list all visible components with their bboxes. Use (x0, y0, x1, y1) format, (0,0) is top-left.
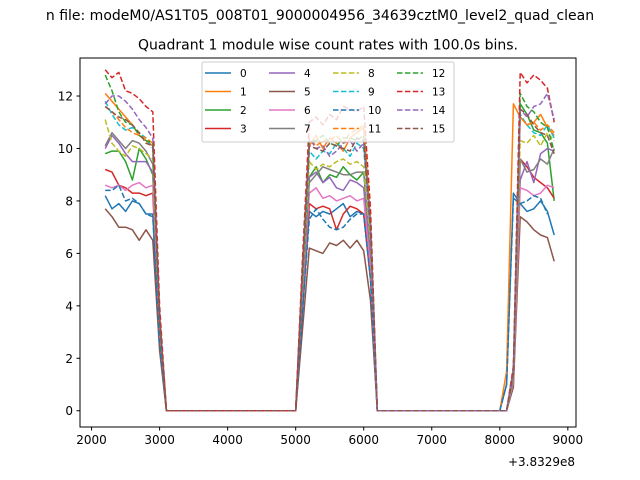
legend-label: 5 (304, 87, 311, 99)
legend-label: 7 (304, 124, 311, 136)
series-line-5 (104, 208, 555, 412)
figure-suptitle: n file: modeM0/AS1T05_008T01_9000004956_… (46, 8, 594, 24)
x-axis: 2000 3000 4000 5000 6000 7000 8000 9000 (76, 427, 583, 447)
y-tick-label: 0 (65, 404, 73, 418)
legend-label: 13 (432, 87, 445, 99)
y-tick-label: 4 (65, 299, 73, 313)
x-tick-label: 6000 (348, 433, 379, 447)
y-tick-label: 12 (58, 90, 73, 104)
legend-label: 8 (368, 68, 375, 80)
x-tick-label: 4000 (212, 433, 243, 447)
legend-label: 3 (240, 124, 247, 136)
x-tick-label: 9000 (553, 433, 584, 447)
x-tick-label: 2000 (76, 433, 107, 447)
y-tick-label: 2 (65, 352, 73, 366)
x-tick-label: 3000 (144, 433, 175, 447)
series-line-2 (104, 103, 555, 412)
series-line-8 (104, 119, 555, 412)
legend-label: 2 (240, 105, 247, 117)
legend-label: 9 (368, 87, 375, 99)
y-tick-label: 10 (58, 142, 73, 156)
legend-label: 1 (240, 87, 247, 99)
series-line-15 (104, 105, 555, 412)
x-offset-text: +3.8329e8 (508, 455, 575, 469)
axes-frame (79, 57, 577, 428)
series-line-4 (104, 134, 555, 412)
legend-label: 4 (304, 68, 311, 80)
x-tick-label: 7000 (416, 433, 447, 447)
y-axis: 0 2 4 6 8 10 12 (58, 90, 80, 418)
legend-label: 14 (432, 105, 446, 117)
legend-label: 12 (432, 68, 445, 80)
series-line-0 (104, 192, 555, 412)
series-line-11 (104, 105, 555, 412)
y-tick-label: 6 (65, 247, 73, 261)
legend-label: 15 (432, 124, 445, 136)
legend-label: 11 (368, 124, 381, 136)
series-line-10 (105, 184, 549, 412)
legend-label: 6 (304, 105, 311, 117)
plot-area (104, 69, 555, 412)
legend-box (201, 61, 455, 143)
series-line-3 (104, 158, 555, 412)
x-tick-label: 5000 (280, 433, 311, 447)
series-line-9 (104, 100, 555, 412)
x-tick-label: 8000 (485, 433, 516, 447)
series-line-6 (104, 181, 555, 412)
legend-label: 0 (240, 68, 247, 80)
legend-label: 10 (368, 105, 381, 117)
y-tick-label: 8 (65, 194, 73, 208)
chart-title: Quadrant 1 module wise count rates with … (138, 38, 518, 54)
